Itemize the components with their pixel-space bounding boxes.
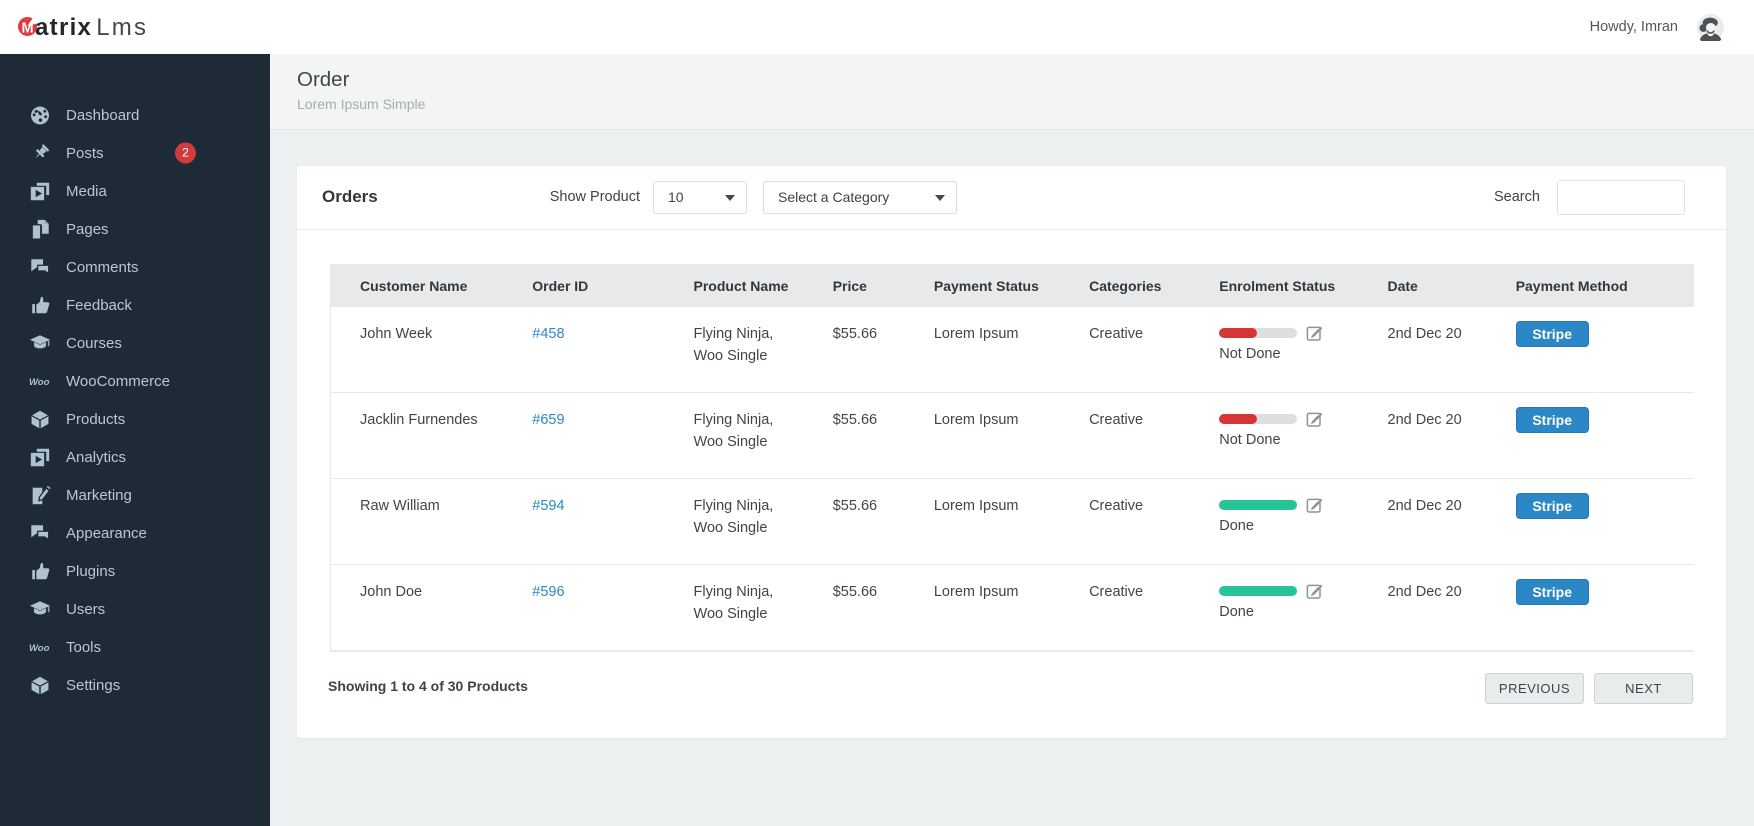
svg-text:Woo: Woo	[29, 642, 50, 653]
svg-text:Woo: Woo	[29, 376, 50, 387]
